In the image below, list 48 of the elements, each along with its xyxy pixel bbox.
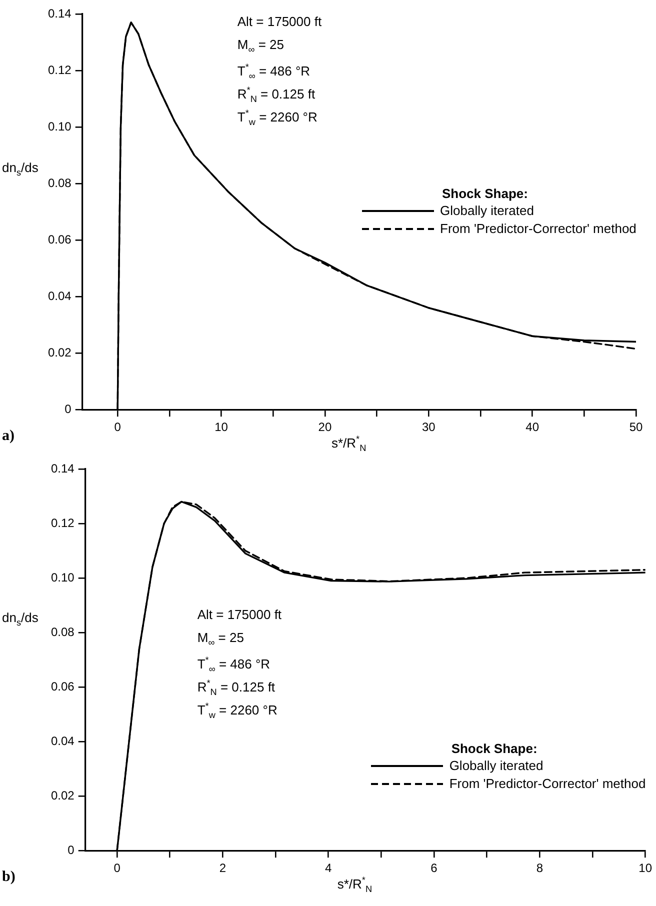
y-tick-label: 0.14 [50, 461, 75, 476]
y-tick-label: 0 [64, 402, 72, 416]
y-tick-label: 0.10 [48, 119, 72, 134]
x-tick-label: 2 [219, 861, 226, 876]
y-tick-label: 0.12 [50, 516, 75, 530]
x-tick-label: 8 [536, 861, 544, 876]
y-tick-label: 0.10 [50, 570, 75, 584]
text: a) [2, 428, 14, 444]
y-tick-label: 0 [68, 842, 75, 857]
text: b) [2, 868, 16, 885]
annotation: T$^{*}$$_{w}$ = 2260 °R [197, 700, 278, 720]
x-tick-label: 50 [629, 420, 643, 434]
x-tick-label: 0 [114, 420, 122, 434]
y-tick-label: 0.02 [50, 788, 75, 802]
y-axis-title: dn$_{s}$/ds [2, 610, 38, 630]
y-tick-label: 0.04 [50, 734, 75, 748]
x-tick-label: 0 [114, 861, 121, 876]
x-tick-label: 30 [422, 420, 436, 434]
legend-label: From 'Predictor-Corrector' method [449, 776, 646, 792]
x-tick-label: 10 [638, 861, 652, 876]
y-tick-label: 0.08 [50, 624, 75, 639]
legend-title: Shock Shape: [442, 186, 529, 202]
y-tick-label: 0.06 [48, 232, 72, 246]
y-tick-label: 0.12 [48, 62, 72, 77]
y-tick-label: 0.06 [50, 679, 75, 694]
annotation: R$^{*}$$_{N}$ = 0.125 ft [197, 676, 276, 696]
legend-label: Globally iterated [449, 758, 544, 774]
annotation: T$^{*}$$_{w}$ = 2260 °R [237, 107, 318, 127]
annotation: M$_{∞}$ = 25 [197, 628, 245, 649]
legend-label: From 'Predictor-Corrector' method [440, 220, 636, 237]
annotation: Alt = 175000 ft [237, 13, 322, 32]
annotation: T$^{*}$$_{∞}$ = 486 °R [197, 654, 272, 674]
y-tick-label: 0.08 [48, 176, 72, 190]
annotation: Alt = 175000 ft [197, 606, 282, 624]
y-tick-label: 0.04 [48, 288, 72, 303]
x-tick-label: 6 [430, 861, 438, 876]
y-tick-label: 0.02 [48, 345, 72, 360]
annotation: T$^{*}$$_{∞}$ = 486 °R [237, 61, 312, 81]
y-axis-title: dn$_{s}$/ds [2, 160, 38, 180]
x-tick-label: 10 [214, 420, 228, 434]
y-tick-label: 0.14 [48, 6, 72, 20]
x-tick-label: 4 [325, 861, 332, 876]
x-tick-label: 20 [318, 420, 332, 434]
annotation: M$_{∞}$ = 25 [237, 36, 285, 56]
annotation: R$^{*}$$_{N}$ = 0.125 ft [237, 84, 316, 104]
legend-label: Globally iterated [440, 202, 534, 219]
x-tick-label: 40 [526, 420, 540, 434]
legend-title: Shock Shape: [451, 741, 538, 758]
